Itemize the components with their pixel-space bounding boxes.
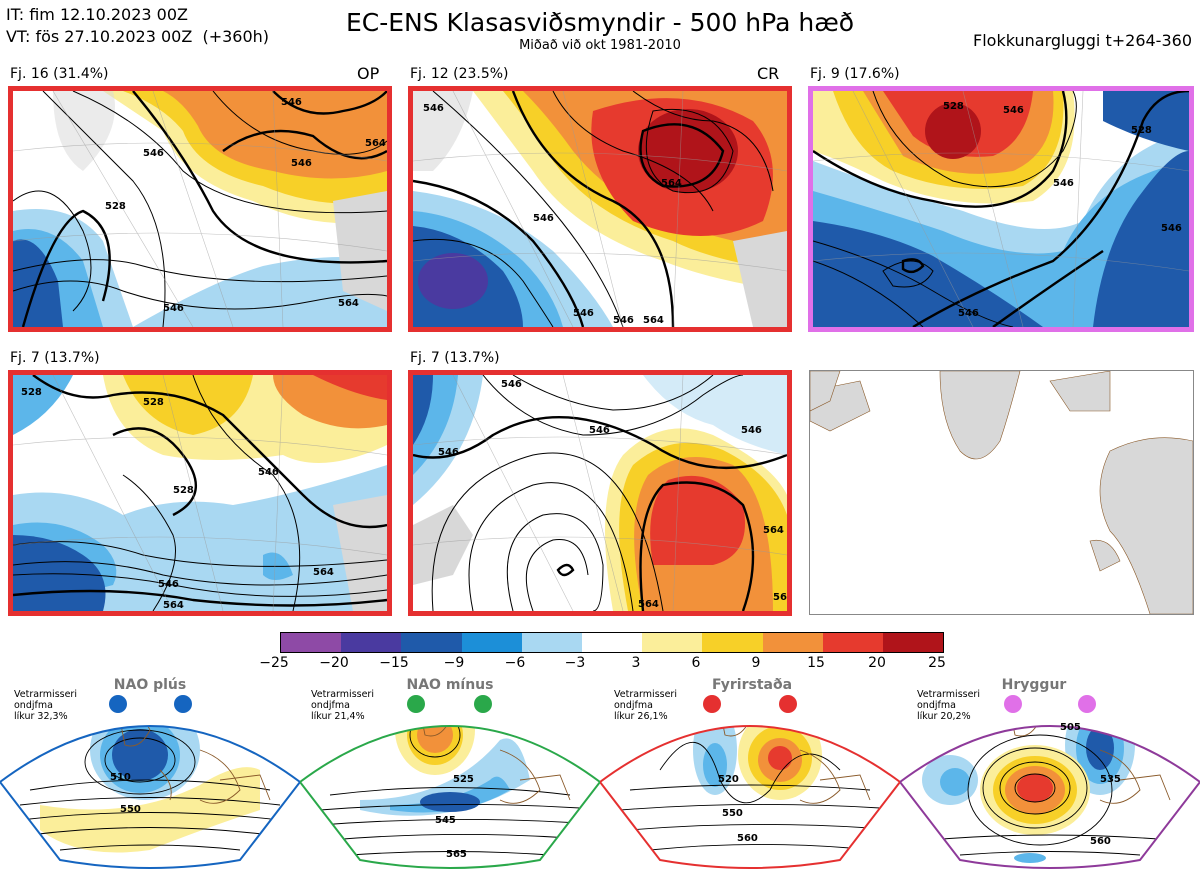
cluster-1-isoline-label: 564 xyxy=(365,138,386,149)
colorbar-swatch xyxy=(822,633,883,652)
cluster-4-isoline-label: 564 xyxy=(163,600,184,611)
cluster-2-isoline-label: 546 xyxy=(613,315,634,326)
cluster-5-isoline-label: 546 xyxy=(741,425,762,436)
cluster-3-label: Fj. 9 (17.6%) xyxy=(810,66,900,82)
colorbar-tick: 6 xyxy=(691,655,701,671)
colorbar-swatch xyxy=(341,633,402,652)
regime-3-title: Fyrirstaða xyxy=(711,677,793,693)
colorbar xyxy=(280,632,944,653)
colorbar-tick: −20 xyxy=(319,655,349,671)
cluster-5-isoline-label: 564 xyxy=(638,599,659,610)
main-title: EC-ENS Klasasviðsmyndir - 500 hPa hæð xyxy=(345,8,855,37)
cluster-4-isoline-label: 528 xyxy=(21,387,42,398)
cluster-1-isoline-label: 528 xyxy=(105,201,126,212)
regime-4-isoline-label: 560 xyxy=(1090,836,1111,847)
cluster-2-isoline-label: 546 xyxy=(423,103,444,114)
colorbar-tick: −6 xyxy=(504,655,526,671)
cluster-1-isoline-label: 546 xyxy=(143,148,164,159)
regime-2-title: NAO mínus xyxy=(406,677,494,693)
regime-1-isoline-label: 510 xyxy=(110,772,131,783)
regime-1-title: NAO plús xyxy=(113,677,187,693)
cluster-1-isoline-label: 546 xyxy=(281,97,302,108)
cluster-4-isoline-label: 564 xyxy=(313,567,334,578)
cluster-3-isoline-label: 528 xyxy=(1131,125,1152,136)
colorbar-swatch xyxy=(882,633,944,652)
cluster-4-isoline-label: 528 xyxy=(173,485,194,496)
cluster-1-isoline-label: 546 xyxy=(163,303,184,314)
regime-2-isoline-label: 545 xyxy=(435,815,456,826)
empty-map xyxy=(809,370,1194,615)
colorbar-swatch xyxy=(702,633,763,652)
colorbar-tick: 20 xyxy=(868,655,886,671)
cluster-5-map: 546 546 546 546 564 564 564 xyxy=(408,370,792,616)
colorbar-swatch xyxy=(642,633,703,652)
regime-3-isoline-label: 520 xyxy=(718,774,739,785)
subtitle: Miðað við okt 1981-2010 xyxy=(519,38,681,53)
cluster-5-isoline-label: 546 xyxy=(589,425,610,436)
cluster-4-map: 528 528 546 528 546 564 564 xyxy=(8,370,392,616)
colorbar-swatch xyxy=(521,633,582,652)
colorbar-swatch xyxy=(401,633,462,652)
regime-4-isoline-label: 505 xyxy=(1060,722,1081,733)
cluster-5-isoline-label: 564 xyxy=(773,592,787,603)
cluster-4-label: Fj. 7 (13.7%) xyxy=(10,350,100,366)
cluster-5-isoline-label: 546 xyxy=(438,447,459,458)
cluster-5-isoline-label: 564 xyxy=(763,525,784,536)
regime-1-isoline-label: 550 xyxy=(120,804,141,815)
initial-time: IT: fim 12.10.2023 00Z xyxy=(6,5,188,24)
colorbar-tick: −15 xyxy=(379,655,409,671)
header-left: IT: fim 12.10.2023 00Z VT: fös 27.10.202… xyxy=(6,4,269,48)
colorbar-tick: 25 xyxy=(928,655,946,671)
colorbar-tick: 3 xyxy=(631,655,641,671)
cluster-3-isoline-label: 528 xyxy=(943,101,964,112)
cluster-4-isoline-label: 546 xyxy=(158,579,179,590)
cluster-2-isoline-label: 546 xyxy=(573,308,594,319)
cluster-3-isoline-label: 546 xyxy=(1053,178,1074,189)
regime-1-map: 510 550 xyxy=(0,690,302,871)
cluster-2-map: 546 546 564 546 546 564 xyxy=(408,86,792,332)
cluster-2-isoline-label: 546 xyxy=(533,213,554,224)
regime-4-isoline-label: 535 xyxy=(1100,774,1121,785)
cluster-4-isoline-label: 546 xyxy=(258,467,279,478)
regime-3-map: 520 550 560 xyxy=(598,690,902,871)
regime-1-note: Vetrarmisseri ondjfma líkur 32,3% xyxy=(14,689,77,722)
cluster-1-isoline-label: 546 xyxy=(291,158,312,169)
regime-2-note: Vetrarmisseri ondjfma líkur 21,4% xyxy=(311,689,374,722)
colorbar-swatch xyxy=(581,633,643,652)
cluster-2-isoline-label: 564 xyxy=(643,315,664,326)
cluster-2-isoline-label: 564 xyxy=(661,178,682,189)
cluster-1-tag: OP xyxy=(357,64,380,83)
regime-2-map: 525 545 565 xyxy=(298,690,602,871)
colorbar-tick: −3 xyxy=(564,655,586,671)
colorbar-swatch xyxy=(762,633,823,652)
regime-3-isoline-label: 560 xyxy=(737,833,758,844)
cluster-2-label: Fj. 12 (23.5%) xyxy=(410,66,509,82)
colorbar-swatch xyxy=(461,633,522,652)
regime-4-note: Vetrarmisseri ondjfma líkur 20,2% xyxy=(917,689,980,722)
cluster-5-label: Fj. 7 (13.7%) xyxy=(410,350,500,366)
regime-3-note: Vetrarmisseri ondjfma líkur 26,1% xyxy=(614,689,677,722)
colorbar-tick: −9 xyxy=(443,655,465,671)
cluster-3-map: 528 546 528 546 546 546 xyxy=(808,86,1194,332)
clustering-window: Flokkunargluggi t+264-360 xyxy=(973,31,1192,50)
cluster-3-isoline-label: 546 xyxy=(958,308,979,319)
cluster-2-tag: CR xyxy=(757,64,780,83)
cluster-4-isoline-label: 528 xyxy=(143,397,164,408)
valid-time: VT: fös 27.10.2023 00Z (+360h) xyxy=(6,27,270,46)
colorbar-tick: 9 xyxy=(751,655,761,671)
cluster-1-isoline-label: 564 xyxy=(338,298,359,309)
regime-3-isoline-label: 550 xyxy=(722,808,743,819)
cluster-3-isoline-label: 546 xyxy=(1003,105,1024,116)
colorbar-swatch xyxy=(281,633,342,652)
cluster-1-label: Fj. 16 (31.4%) xyxy=(10,66,109,82)
colorbar-tick: −25 xyxy=(259,655,289,671)
regime-4-map: 505 535 560 xyxy=(898,690,1200,871)
colorbar-tick: 15 xyxy=(807,655,825,671)
regime-2-isoline-label: 525 xyxy=(453,774,474,785)
regime-4-title: Hryggur xyxy=(1001,677,1067,693)
cluster-5-isoline-label: 546 xyxy=(501,379,522,390)
cluster-3-isoline-label: 546 xyxy=(1161,223,1182,234)
cluster-1-map: 546 546 528 546 564 546 564 xyxy=(8,86,392,332)
regime-2-isoline-label: 565 xyxy=(446,849,467,860)
